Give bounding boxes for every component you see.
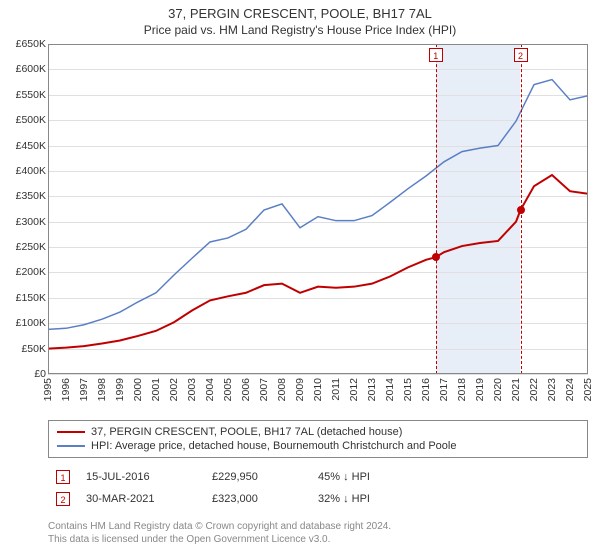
sales-row: 1 15-JUL-2016 £229,950 45% ↓ HPI [48, 466, 588, 488]
sales-badge: 2 [56, 492, 70, 506]
y-tick-label: £200K [2, 266, 46, 278]
sales-date: 15-JUL-2016 [86, 471, 196, 483]
x-tick-label: 2013 [366, 378, 378, 401]
x-tick-label: 2011 [330, 378, 342, 401]
data-point [517, 206, 525, 214]
series-property [48, 175, 588, 349]
footer-line1: Contains HM Land Registry data © Crown c… [48, 520, 588, 533]
x-tick-label: 2000 [132, 378, 144, 401]
y-tick-label: £600K [2, 63, 46, 75]
sales-pct: 45% ↓ HPI [318, 471, 438, 483]
x-tick-label: 2024 [564, 378, 576, 401]
x-tick-label: 2008 [276, 378, 288, 401]
marker-badge: 2 [514, 48, 528, 62]
legend-row: 37, PERGIN CRESCENT, POOLE, BH17 7AL (de… [57, 425, 579, 439]
sales-row: 2 30-MAR-2021 £323,000 32% ↓ HPI [48, 488, 588, 510]
marker-badge: 1 [429, 48, 443, 62]
sales-badge: 1 [56, 470, 70, 484]
chart-title: 37, PERGIN CRESCENT, POOLE, BH17 7AL [0, 6, 600, 21]
series-hpi [48, 80, 588, 330]
chart-subtitle: Price paid vs. HM Land Registry's House … [0, 23, 600, 37]
legend: 37, PERGIN CRESCENT, POOLE, BH17 7AL (de… [48, 420, 588, 458]
x-tick-label: 2002 [168, 378, 180, 401]
y-tick-label: £650K [2, 38, 46, 50]
x-tick-label: 2003 [186, 378, 198, 401]
x-tick-label: 2018 [456, 378, 468, 401]
footer-text: Contains HM Land Registry data © Crown c… [48, 520, 588, 546]
legend-swatch [57, 445, 85, 447]
x-tick-label: 2021 [510, 378, 522, 401]
x-tick-label: 2012 [348, 378, 360, 401]
x-tick-label: 2001 [150, 378, 162, 401]
x-tick-label: 1995 [42, 378, 54, 401]
legend-swatch [57, 431, 85, 433]
y-tick-label: £100K [2, 317, 46, 329]
data-point [432, 253, 440, 261]
y-tick-label: £50K [2, 343, 46, 355]
sales-price: £229,950 [212, 471, 302, 483]
y-tick-label: £250K [2, 241, 46, 253]
y-tick-label: £450K [2, 140, 46, 152]
x-tick-label: 1997 [78, 378, 90, 401]
y-tick-label: £350K [2, 190, 46, 202]
y-tick-label: £300K [2, 216, 46, 228]
footer-line2: This data is licensed under the Open Gov… [48, 533, 588, 546]
x-tick-label: 1998 [96, 378, 108, 401]
x-tick-label: 2010 [312, 378, 324, 401]
x-tick-label: 1996 [60, 378, 72, 401]
x-tick-label: 2025 [582, 378, 594, 401]
chart-area: 12 [48, 44, 588, 374]
x-tick-label: 2006 [240, 378, 252, 401]
x-tick-label: 2005 [222, 378, 234, 401]
x-tick-label: 2015 [402, 378, 414, 401]
x-tick-label: 2020 [492, 378, 504, 401]
x-tick-label: 2017 [438, 378, 450, 401]
x-tick-label: 2016 [420, 378, 432, 401]
marker-line [436, 44, 437, 374]
sales-price: £323,000 [212, 493, 302, 505]
chart-container: 37, PERGIN CRESCENT, POOLE, BH17 7AL Pri… [0, 0, 600, 560]
sales-table: 1 15-JUL-2016 £229,950 45% ↓ HPI 2 30-MAR-202… [48, 466, 588, 510]
sales-pct: 32% ↓ HPI [318, 493, 438, 505]
legend-row: HPI: Average price, detached house, Bour… [57, 439, 579, 453]
x-tick-label: 2014 [384, 378, 396, 401]
y-tick-label: £500K [2, 114, 46, 126]
x-tick-label: 1999 [114, 378, 126, 401]
y-tick-label: £400K [2, 165, 46, 177]
x-tick-label: 2004 [204, 378, 216, 401]
legend-label: 37, PERGIN CRESCENT, POOLE, BH17 7AL (de… [91, 426, 402, 438]
x-tick-label: 2007 [258, 378, 270, 401]
y-tick-label: £550K [2, 89, 46, 101]
gridline [48, 374, 588, 375]
x-tick-label: 2009 [294, 378, 306, 401]
title-block: 37, PERGIN CRESCENT, POOLE, BH17 7AL Pri… [0, 0, 600, 41]
x-tick-label: 2023 [546, 378, 558, 401]
x-tick-label: 2022 [528, 378, 540, 401]
y-tick-label: £0 [2, 368, 46, 380]
sales-date: 30-MAR-2021 [86, 493, 196, 505]
y-tick-label: £150K [2, 292, 46, 304]
chart-lines [48, 44, 588, 374]
legend-label: HPI: Average price, detached house, Bour… [91, 440, 456, 452]
x-tick-label: 2019 [474, 378, 486, 401]
